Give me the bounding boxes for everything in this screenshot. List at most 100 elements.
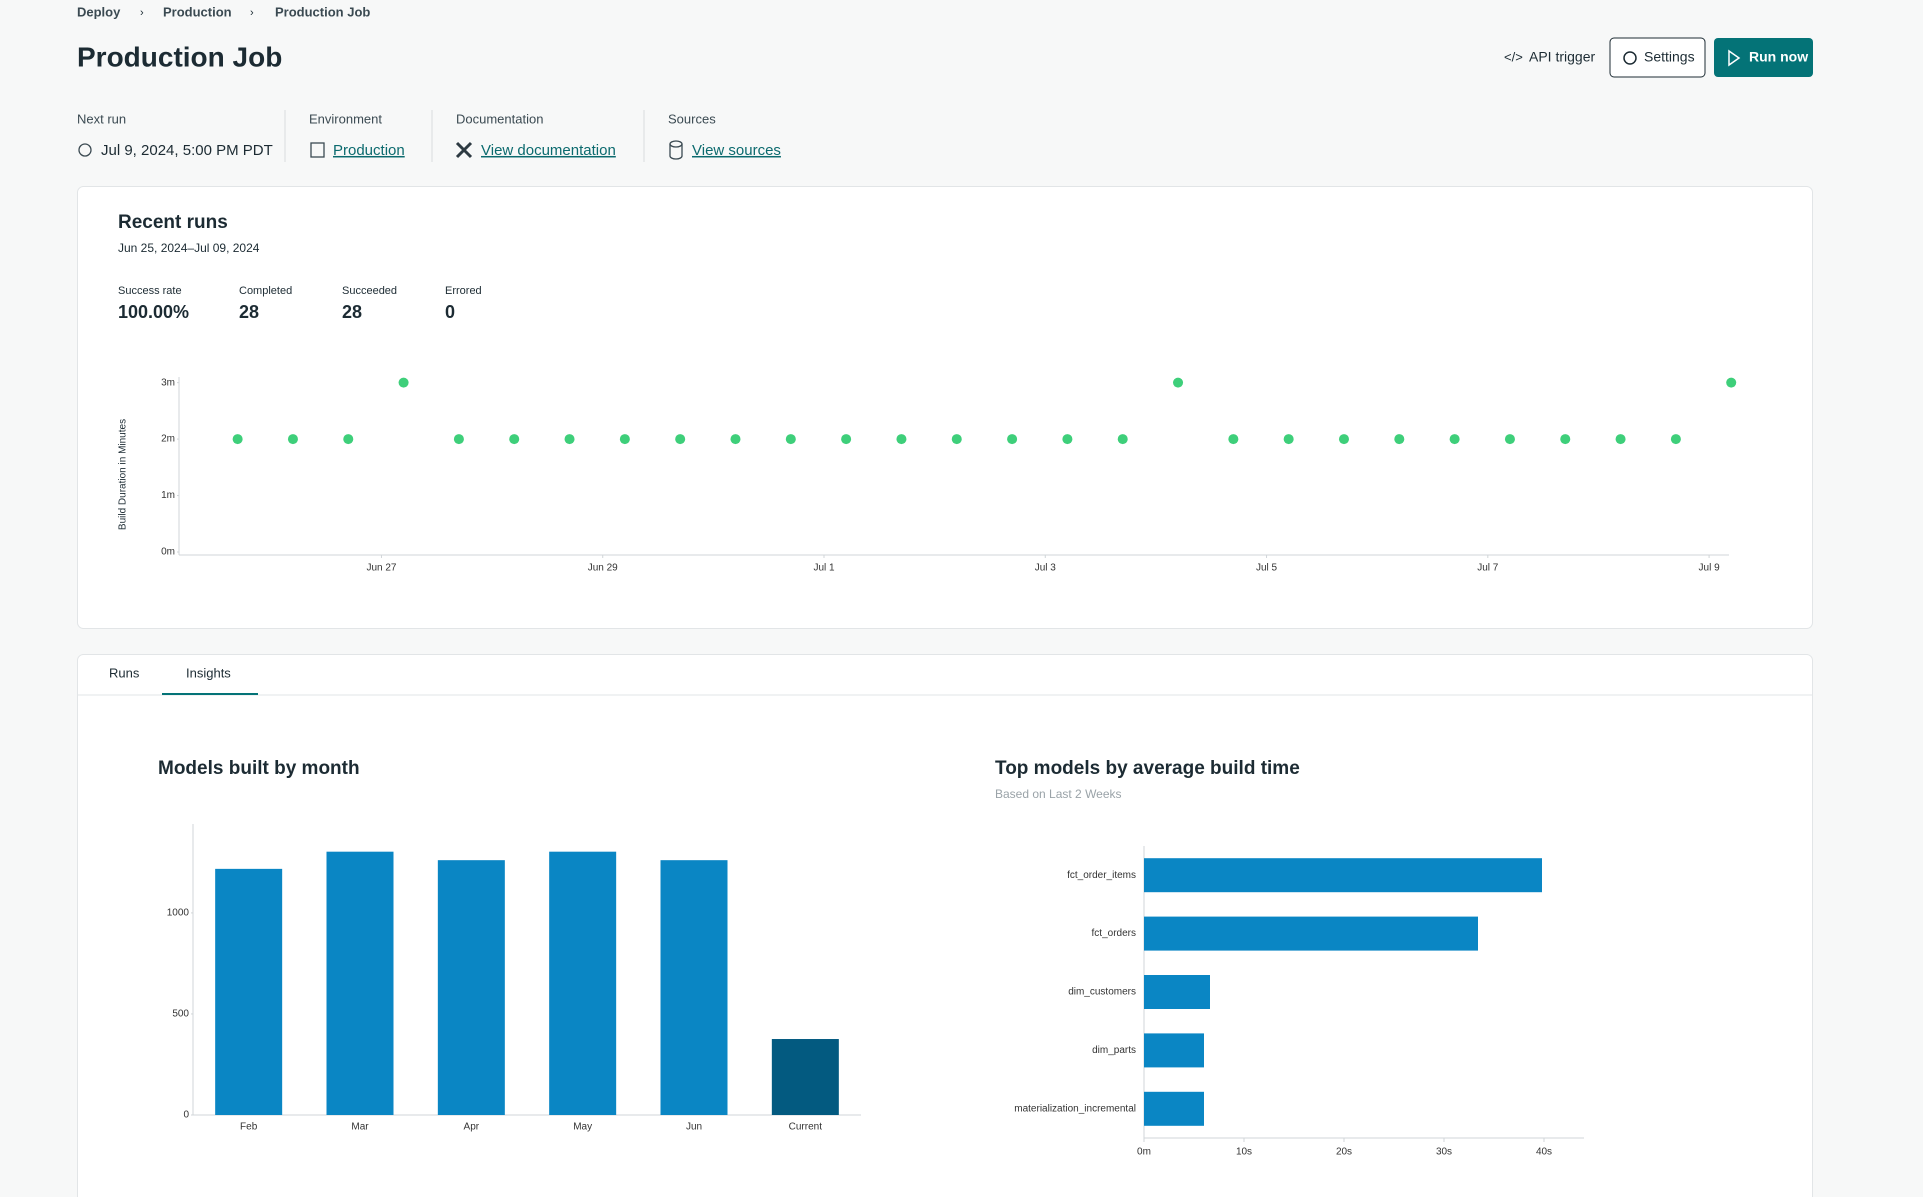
run-point [398,377,409,388]
api-icon: </> [1504,49,1523,64]
run-point [232,434,243,445]
run-point [1062,434,1073,445]
bar [1144,1033,1204,1068]
clock-icon [78,143,92,157]
y-tick-label: 1m [161,490,175,501]
run-now-label: Run now [1749,49,1808,65]
y-tick-label: 500 [172,1009,189,1020]
tab[interactable]: Runs [109,665,140,680]
environment-icon [310,142,325,158]
settings-button[interactable] [1609,37,1706,78]
breadcrumb-separator: › [140,7,144,19]
run-point [1449,434,1460,445]
bar [549,851,617,1115]
run-point [1007,434,1018,445]
breadcrumb-item[interactable]: Production [163,4,232,19]
card-title: Recent runs [118,212,228,233]
stat-value: 0 [445,302,455,322]
page-title: Production Job [77,41,282,72]
info-label: Documentation [456,111,543,126]
run-point [1615,434,1626,445]
run-point [841,434,852,445]
run-point [1504,434,1515,445]
tab-active[interactable]: Insights [186,665,231,680]
stat-value: 28 [239,302,259,322]
settings-label: Settings [1644,49,1695,65]
x-tick-label: 30s [1436,1147,1452,1158]
info-label: Sources [668,111,716,126]
bar [771,1039,839,1115]
bar [1144,975,1210,1009]
api-trigger-button[interactable]: API trigger [1529,49,1595,65]
y-tick-label: 2m [161,434,175,445]
run-point [1726,377,1737,388]
run-point [287,434,298,445]
x-tick-label: Jul 5 [1256,563,1278,574]
info-link[interactable]: Production [333,142,405,159]
run-point [1173,377,1184,388]
x-tick-label: Jul 9 [1699,563,1721,574]
info-link[interactable]: View documentation [481,142,616,159]
settings-icon [1623,51,1637,65]
recent-runs-card [77,186,1813,629]
bar [1144,916,1478,951]
x-tick-label: Mar [351,1122,369,1133]
run-now-button[interactable] [1714,38,1813,77]
bar [1144,1091,1204,1126]
y-tick-label: fct_orders [1092,928,1136,939]
run-point [509,434,520,445]
x-tick-label: Jun 29 [588,563,618,574]
info-label: Next run [77,111,126,126]
x-tick-label: Jul 3 [1035,563,1057,574]
run-point [1560,434,1571,445]
bar [660,860,728,1115]
stat-label: Succeeded [342,285,397,297]
run-point [785,434,796,445]
x-tick-label: Jul 1 [813,563,835,574]
stat-value: 28 [342,302,362,322]
info-link[interactable]: View sources [692,142,781,159]
run-point [453,434,464,445]
x-tick-label: 10s [1236,1147,1252,1158]
x-tick-label: Apr [464,1122,480,1133]
chart-title: Top models by average build time [995,758,1300,779]
run-point [564,434,575,445]
breadcrumb-item[interactable]: Deploy [77,4,121,19]
run-point [896,434,907,445]
date-range: Jun 25, 2024–Jul 09, 2024 [118,241,260,255]
x-tick-label: 0m [1137,1147,1151,1158]
run-icon [1728,49,1741,67]
chart-title: Models built by month [158,758,360,779]
x-tick-label: May [573,1122,592,1133]
insights-card [77,654,1813,1197]
run-point [1670,434,1681,445]
sources-icon [669,144,683,160]
y-tick-label: dim_parts [1092,1045,1136,1056]
x-tick-label: Feb [240,1122,258,1133]
run-point [1283,434,1294,445]
y-tick-label: 0m [161,547,175,558]
run-point [1338,434,1349,445]
run-point [951,434,962,445]
y-tick-label: 1000 [167,908,190,919]
y-tick-label: materialization_incremental [1014,1103,1136,1114]
bar [215,868,283,1115]
breadcrumb-separator: › [250,7,254,19]
docs-icon [455,141,473,159]
sources-icon [669,140,683,148]
x-tick-label: Jun [686,1122,702,1133]
stat-label: Errored [445,285,482,297]
info-value: Jul 9, 2024, 5:00 PM PDT [101,142,273,159]
run-point [1394,434,1405,445]
x-tick-label: Jul 7 [1477,563,1499,574]
x-tick-label: Current [789,1122,823,1133]
run-point [619,434,630,445]
bar [437,860,505,1115]
bar [326,851,394,1115]
run-point [343,434,354,445]
info-label: Environment [309,111,382,126]
breadcrumb-current: Production Job [275,4,370,19]
x-tick-label: Jun 27 [366,563,396,574]
